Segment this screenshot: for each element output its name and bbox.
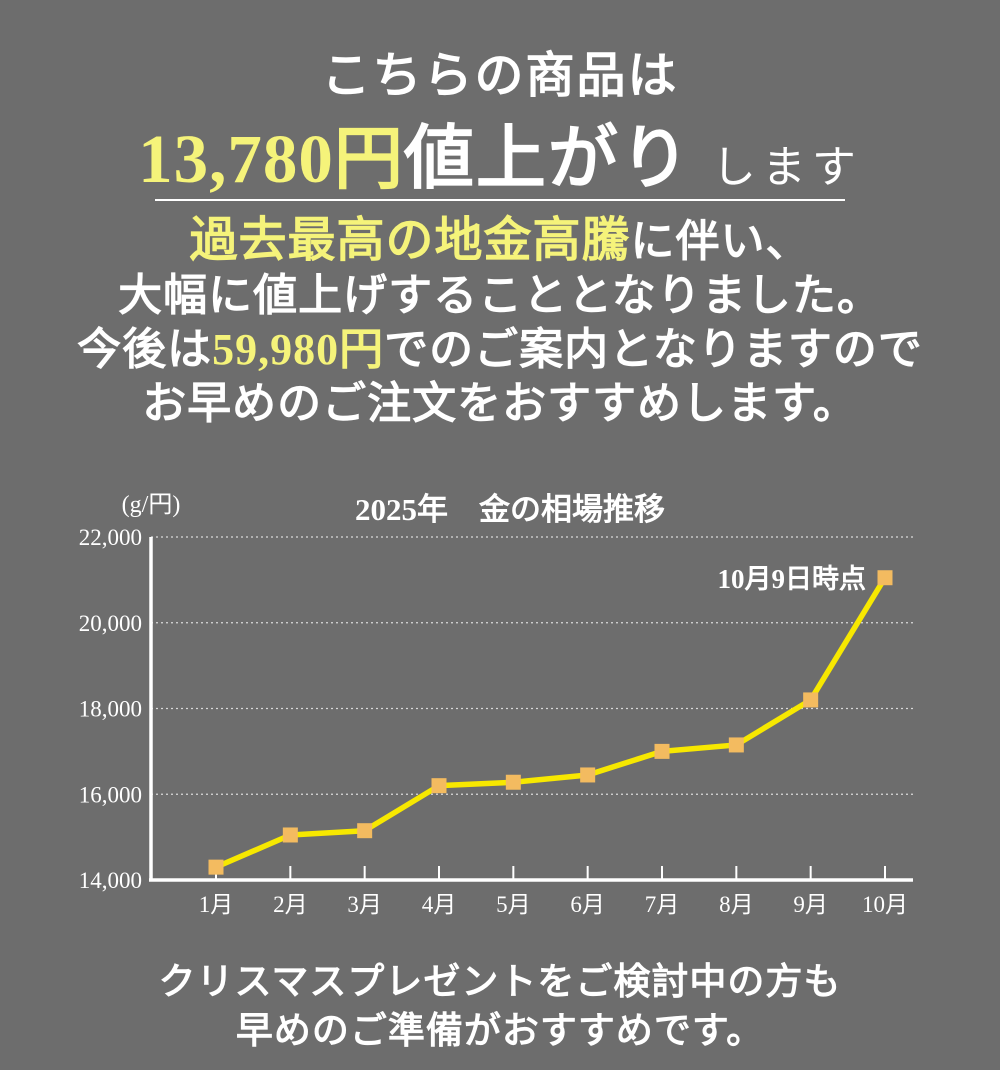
- x-tick-label: 5月: [496, 892, 531, 917]
- y-tick-label: 16,000: [79, 782, 142, 807]
- x-tick-label: 8月: [719, 892, 754, 917]
- notice-text: 過去最高の地金高騰に伴い、 大幅に値上げすることとなりました。 今後は59,98…: [0, 214, 1000, 431]
- data-point-marker: [208, 859, 224, 875]
- price-increase-amount: 13,780円: [138, 121, 404, 197]
- data-point-marker: [803, 692, 819, 708]
- x-tick-label: 2月: [273, 892, 308, 917]
- gold-price-chart-svg: (g/円) 2025年 金の相場推移 14,000 16,000 18,000 20,…: [79, 492, 913, 917]
- data-point-marker: [654, 743, 670, 759]
- notice-line3: 今後は59,980円でのご案内となりますので: [0, 323, 1000, 377]
- data-point-marker: [505, 774, 521, 790]
- footer-line1: クリスマスプレゼントをご検討中の方も: [158, 962, 842, 1003]
- chart-title: 2025年 金の相場推移: [355, 492, 665, 527]
- data-point-marker: [728, 737, 744, 753]
- heading-line1: こちらの商品は: [321, 48, 679, 103]
- x-tick-label: 1月: [199, 892, 234, 917]
- notice-line1: 過去最高の地金高騰に伴い、: [0, 214, 1000, 269]
- price-increase-heading: こちらの商品は 13,780円値上がり します: [0, 36, 1000, 224]
- x-tick-label: 6月: [570, 892, 605, 917]
- gold-price-chart: (g/円) 2025年 金の相場推移 14,000 16,000 18,000 20,…: [0, 470, 1000, 920]
- latest-point-annotation: 10月9日時点: [718, 564, 867, 594]
- y-tick-label: 22,000: [79, 525, 142, 550]
- notice-line3-prefix: 今後は: [77, 325, 213, 374]
- heading-line2-suffix: します: [711, 143, 862, 192]
- divider-line: [155, 199, 845, 201]
- data-point-marker: [877, 570, 893, 586]
- footer-line2: 早めのご準備がおすすめです。: [235, 1011, 765, 1052]
- y-tick-label: 14,000: [79, 868, 142, 893]
- heading-line2-main: 値上がり: [403, 121, 692, 198]
- notice-line3-rest: でのご案内となりますので: [384, 325, 923, 374]
- price-line: [213, 574, 888, 870]
- x-tick-label: 10月: [862, 892, 908, 917]
- data-point-marker: [282, 827, 298, 843]
- y-tick-label: 18,000: [79, 697, 142, 722]
- x-tick-label: 4月: [422, 892, 457, 917]
- notice-line2: 大幅に値上げすることとなりました。: [118, 271, 882, 320]
- y-axis-unit-label: (g/円): [122, 492, 181, 518]
- data-point-marker: [357, 823, 373, 839]
- x-tick-label: 3月: [347, 892, 382, 917]
- notice-line1-rest: に伴い、: [630, 217, 811, 266]
- footer-note: クリスマスプレゼントをご検討中の方も 早めのご準備がおすすめです。: [0, 958, 1000, 1056]
- new-price-highlight: 59,980円: [212, 325, 385, 374]
- x-tick-label: 9月: [793, 892, 828, 917]
- data-point-marker: [580, 767, 596, 783]
- chart-plot-area: 14,000 16,000 18,000 20,000 22,000 1月 2月 3月 4月 5月…: [79, 525, 913, 917]
- notice-line4: お早めのご注文をおすすめします。: [142, 379, 858, 428]
- heading-line2: 13,780円値上がり します: [0, 113, 1000, 224]
- notice-line1-highlight: 過去最高の地金高騰: [189, 214, 631, 267]
- data-point-marker: [431, 778, 447, 794]
- x-tick-label: 7月: [645, 892, 680, 917]
- y-tick-label: 20,000: [79, 611, 142, 636]
